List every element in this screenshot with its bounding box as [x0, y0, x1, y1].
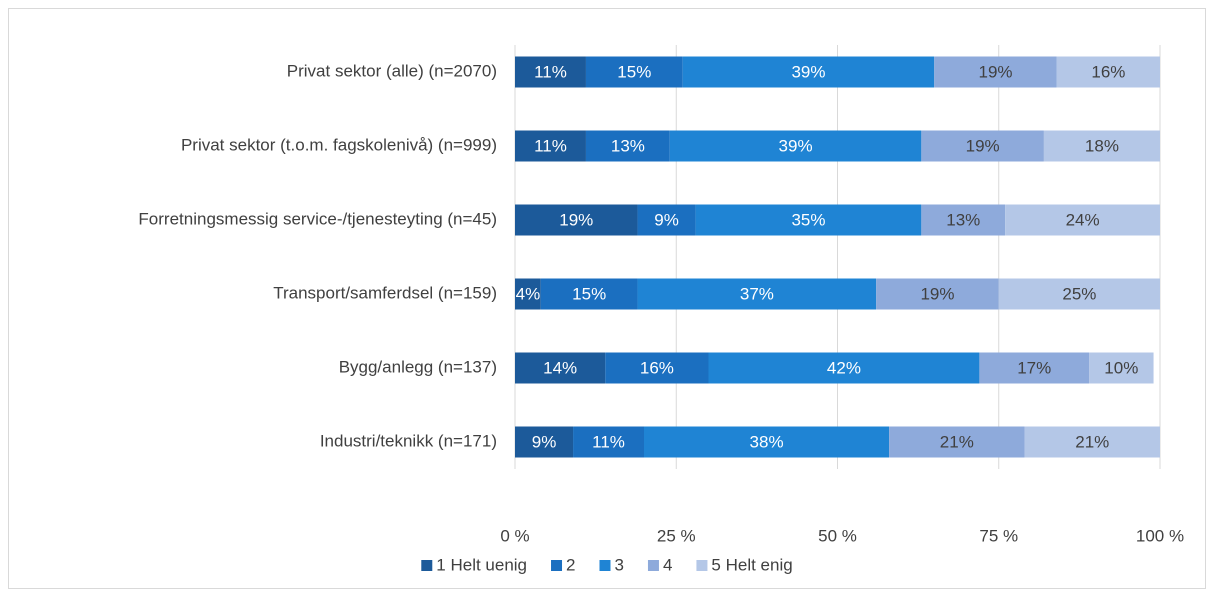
bar-segment: [921, 130, 1044, 162]
data-label: 9%: [654, 210, 679, 229]
legend-swatch: [421, 560, 433, 571]
bar-segment: [515, 352, 606, 384]
data-label: 10%: [1104, 358, 1138, 377]
data-label: 19%: [979, 62, 1013, 81]
bar-segment: [644, 426, 890, 458]
data-label: 9%: [532, 432, 557, 451]
data-label: 11%: [592, 432, 625, 451]
data-label: 37%: [740, 284, 774, 303]
bar-segment: [515, 56, 586, 88]
data-label: 25%: [1062, 284, 1096, 303]
y-tick-label: Industri/teknikk (n=171): [320, 431, 497, 450]
bar-segment: [1005, 204, 1160, 236]
data-label: 19%: [559, 210, 593, 229]
y-tick-label: Forretningsmessig service-/tjenesteyting…: [138, 209, 497, 228]
data-label: 11%: [534, 136, 567, 155]
legend-label: 5 Helt enig: [711, 555, 792, 574]
bar-segment: [669, 130, 922, 162]
x-tick-label: 25 %: [657, 526, 696, 545]
bar-segment: [585, 56, 683, 88]
data-label: 42%: [827, 358, 861, 377]
data-label: 13%: [946, 210, 980, 229]
bar-segment: [573, 426, 644, 458]
bar-segment: [708, 352, 980, 384]
legend-swatch: [647, 560, 659, 571]
bar-segment: [921, 204, 1006, 236]
y-tick-label: Transport/samferdsel (n=159): [273, 283, 497, 302]
bar-segment: [637, 204, 696, 236]
data-label: 19%: [920, 284, 954, 303]
bar-segment: [1024, 426, 1160, 458]
bar-segment: [876, 278, 999, 310]
legend-swatch: [599, 560, 611, 571]
legend-label: 2: [566, 555, 575, 574]
data-label: 16%: [1091, 62, 1125, 81]
bar-segment: [998, 278, 1160, 310]
legend-label: 3: [614, 555, 623, 574]
x-tick-label: 50 %: [818, 526, 857, 545]
bar-segment: [979, 352, 1090, 384]
legend-label: 1 Helt uenig: [436, 555, 527, 574]
y-tick-label: Bygg/anlegg (n=137): [339, 357, 497, 376]
bar-segment: [605, 352, 709, 384]
bar-segment: [585, 130, 670, 162]
x-tick-label: 0 %: [500, 526, 529, 545]
data-label: 24%: [1066, 210, 1100, 229]
bar-segment: [682, 56, 935, 88]
legend-swatch: [551, 560, 563, 571]
bar-segment: [540, 278, 638, 310]
bar-segment: [889, 426, 1025, 458]
bar-segment: [515, 204, 638, 236]
bar-segment: [695, 204, 922, 236]
data-label: 13%: [611, 136, 645, 155]
bar-segment: [1089, 352, 1154, 384]
data-label: 15%: [572, 284, 606, 303]
data-label: 35%: [791, 210, 825, 229]
data-label: 39%: [791, 62, 825, 81]
data-label: 11%: [534, 62, 567, 81]
bar-segment: [515, 130, 586, 162]
data-label: 38%: [750, 432, 784, 451]
bar-segment: [934, 56, 1057, 88]
data-label: 21%: [940, 432, 974, 451]
data-label: 39%: [779, 136, 813, 155]
data-label: 4%: [516, 284, 541, 303]
bar-segment: [515, 278, 541, 310]
bar-segment: [1043, 130, 1160, 162]
x-tick-label: 75 %: [979, 526, 1018, 545]
bar-segment: [1056, 56, 1160, 88]
y-tick-label: Privat sektor (t.o.m. fagskolenivå) (n=9…: [181, 135, 497, 154]
data-label: 18%: [1085, 136, 1119, 155]
data-label: 17%: [1017, 358, 1051, 377]
data-label: 19%: [966, 136, 1000, 155]
legend-swatch: [696, 560, 708, 571]
data-label: 14%: [543, 358, 577, 377]
legend-label: 4: [663, 555, 672, 574]
data-label: 21%: [1075, 432, 1109, 451]
x-tick-label: 100 %: [1136, 526, 1184, 545]
y-tick-label: Privat sektor (alle) (n=2070): [287, 61, 497, 80]
bar-segment: [637, 278, 877, 310]
bar-segment: [515, 426, 574, 458]
data-label: 15%: [617, 62, 651, 81]
data-label: 16%: [640, 358, 674, 377]
